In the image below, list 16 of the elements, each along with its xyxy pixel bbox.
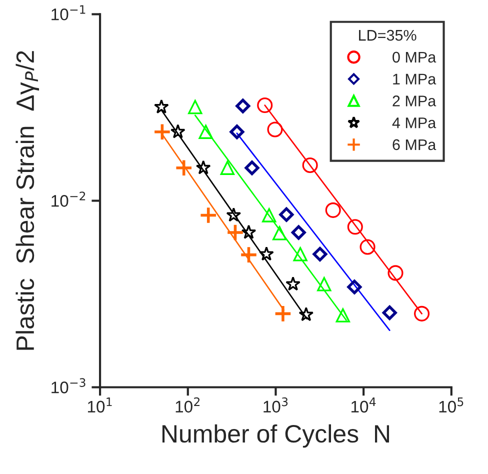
x-axis-title: Number of Cycles N	[162, 424, 389, 448]
x-tick-label: 10$^{4}$	[351, 398, 376, 413]
legend-label: 6 MPa	[392, 139, 436, 150]
legend-label: 4 MPa	[392, 118, 436, 128]
legend-label: 2 MPa	[392, 96, 436, 106]
y-tick-label: 10$^{−2}$	[52, 192, 86, 207]
x-tick-label: 10$^{1}$	[88, 398, 112, 413]
legend-label: 0 MPa	[392, 52, 436, 63]
y-tick-label: 10$^{−3}$	[52, 378, 86, 394]
y-axis-title: Plastic Shear Strain Δγ$_{P}$/2	[16, 51, 40, 350]
x-tick-label: 10$^{3}$	[264, 397, 288, 413]
y-tick-label: 10$^{−1}$	[52, 5, 86, 20]
legend-title: LD=35%	[359, 30, 416, 41]
x-tick-label: 10$^{5}$	[439, 398, 464, 413]
x-tick-label: 10$^{2}$	[176, 397, 200, 413]
legend-label: 1 MPa	[393, 74, 436, 84]
